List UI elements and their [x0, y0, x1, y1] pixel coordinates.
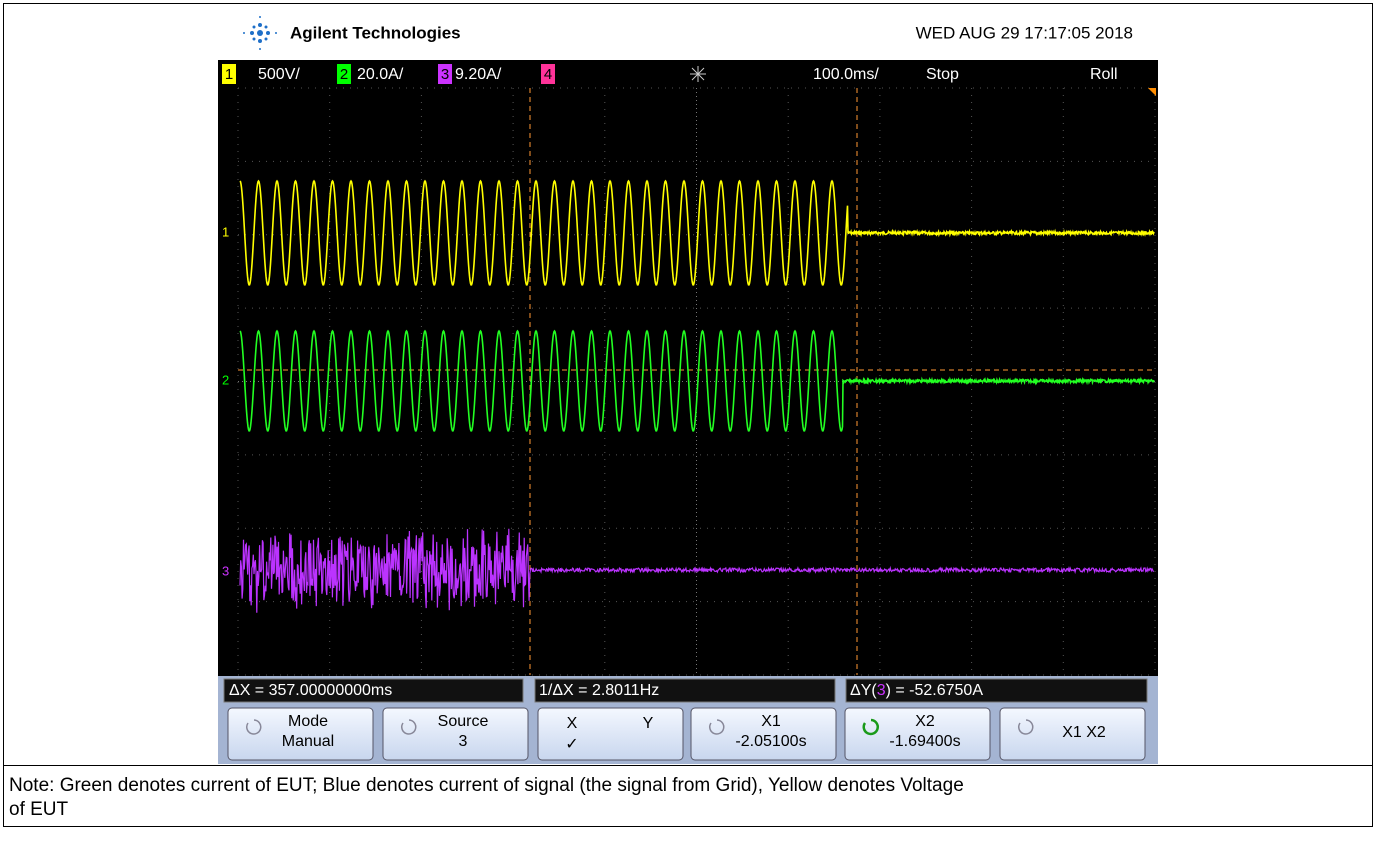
channel-number: 3: [441, 66, 449, 83]
softkey-value: ✓: [565, 736, 578, 753]
trigger-icon: [690, 66, 706, 82]
channel-scale: 20.0A/: [357, 66, 404, 83]
measurement-prefix: ΔY(: [850, 682, 877, 699]
channel-number: 1: [225, 66, 233, 83]
channel-number: 4: [544, 66, 552, 83]
trace-marker: 2: [222, 372, 229, 387]
softkey-value: 3: [459, 733, 468, 750]
softkey-label: Mode: [288, 713, 328, 730]
measurement: 1/ΔX = 2.8011Hz: [539, 682, 659, 699]
softkey: [538, 708, 683, 760]
channel-number: 2: [340, 66, 348, 83]
note-line: Note: Green denotes current of EUT; Blue…: [9, 775, 964, 796]
brand: Agilent Technologies: [290, 23, 461, 42]
trace-marker: 1: [222, 224, 229, 239]
softkey-label: Y: [643, 715, 654, 732]
timebase: 100.0ms/: [813, 66, 879, 83]
run-state: Stop: [926, 66, 959, 83]
trace-marker: 3: [222, 563, 229, 578]
softkey-label: X2: [915, 713, 935, 730]
softkey-label: X: [567, 715, 578, 732]
softkey-label: X1: [761, 713, 781, 730]
measurement-source: 3: [877, 682, 886, 699]
softkey-value: -1.69400s: [889, 733, 960, 750]
note-line: of EUT: [9, 799, 69, 820]
softkey-label: Source: [438, 713, 489, 730]
softkey-value: -2.05100s: [735, 733, 806, 750]
page: Agilent Technologies WED AUG 29 17:17:05…: [0, 0, 1376, 853]
softkey-value: Manual: [282, 733, 334, 750]
measurement: ΔY(3) = -52.6750A: [850, 682, 983, 699]
datetime: WED AUG 29 17:17:05 2018: [916, 23, 1133, 42]
measurement: ΔX = 357.00000000ms: [229, 682, 392, 699]
scope-screenshot: Agilent Technologies WED AUG 29 17:17:05…: [218, 10, 1158, 764]
channel-scale: 9.20A/: [455, 66, 502, 83]
measurement-suffix: ) = -52.6750A: [886, 682, 984, 699]
channel-scale: 500V/: [258, 66, 300, 83]
acquisition-mode: Roll: [1090, 66, 1118, 83]
softkey-label: X1 X2: [1062, 724, 1106, 741]
